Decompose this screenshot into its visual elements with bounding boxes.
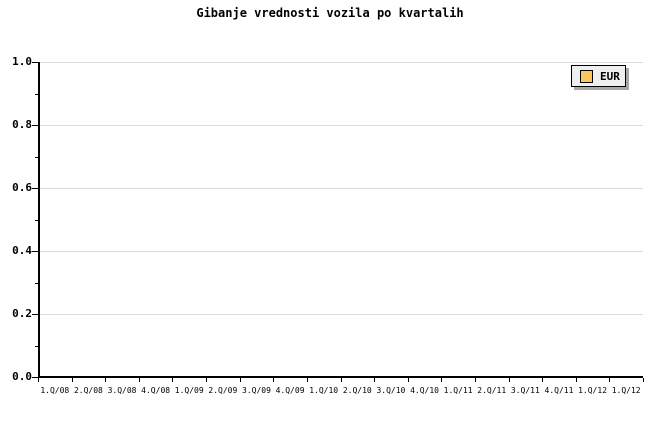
y-axis-label: 0.2 bbox=[12, 307, 32, 320]
x-tick bbox=[441, 378, 443, 382]
x-axis-label: 4.Q/11 bbox=[544, 386, 574, 395]
y-tick-minor bbox=[35, 346, 38, 347]
x-tick bbox=[474, 378, 476, 382]
x-axis-label: 3.Q/08 bbox=[107, 386, 137, 395]
y-tick-major bbox=[32, 125, 38, 126]
x-tick bbox=[138, 378, 140, 382]
x-tick bbox=[71, 378, 73, 382]
y-axis-label: 1.0 bbox=[12, 55, 32, 68]
y-tick-major bbox=[32, 314, 38, 315]
y-axis-label: 0.8 bbox=[12, 118, 32, 131]
gridline-y-0.6 bbox=[40, 188, 643, 189]
x-tick bbox=[407, 378, 409, 382]
x-tick bbox=[38, 378, 39, 382]
gridline-y-0.8 bbox=[40, 125, 643, 126]
x-axis-label: 1.Q/08 bbox=[40, 386, 70, 395]
legend-swatch-eur bbox=[580, 69, 593, 83]
x-axis-label: 1.Q/12 bbox=[611, 386, 641, 395]
gridline-y-1.0 bbox=[40, 62, 643, 63]
x-axis-label: 4.Q/10 bbox=[410, 386, 439, 395]
chart-title: Gibanje vrednosti vozila po kvartalih bbox=[196, 6, 464, 20]
gridline-y-0.4 bbox=[40, 251, 643, 252]
x-tick bbox=[340, 378, 342, 382]
x-tick bbox=[609, 378, 611, 382]
x-tick bbox=[508, 378, 510, 382]
x-tick bbox=[206, 378, 208, 382]
y-tick-major bbox=[32, 188, 38, 189]
x-axis-line bbox=[38, 376, 643, 378]
x-axis-label: 2.Q/09 bbox=[208, 386, 238, 395]
x-axis-label: 2.Q/10 bbox=[342, 386, 372, 395]
y-tick-minor bbox=[35, 94, 38, 95]
y-tick-minor bbox=[35, 283, 38, 284]
x-tick bbox=[306, 378, 308, 382]
legend: EUR bbox=[571, 65, 626, 87]
x-axis-label: 2.Q/11 bbox=[477, 386, 507, 395]
y-tick-major bbox=[32, 377, 38, 378]
x-axis-label: 4.Q/08 bbox=[141, 386, 171, 395]
x-tick bbox=[575, 378, 577, 382]
y-tick-minor bbox=[35, 157, 38, 158]
x-axis-label: 4.Q/09 bbox=[275, 386, 305, 395]
y-axis-label: 0.0 bbox=[12, 370, 32, 383]
x-tick bbox=[643, 378, 644, 382]
x-tick bbox=[105, 378, 107, 382]
legend-label: EUR bbox=[600, 69, 620, 83]
y-axis-label: 0.6 bbox=[12, 181, 32, 194]
y-axis-label: 0.4 bbox=[12, 244, 32, 257]
gridline-y-0.2 bbox=[40, 314, 643, 315]
x-axis-label: 3.Q/09 bbox=[242, 386, 271, 395]
y-tick-major bbox=[32, 251, 38, 252]
x-axis-label: 1.Q/11 bbox=[443, 386, 473, 395]
x-axis-label: 2.Q/08 bbox=[73, 386, 103, 395]
x-axis-label: 1.Q/09 bbox=[174, 386, 204, 395]
x-tick bbox=[273, 378, 275, 382]
x-tick bbox=[239, 378, 241, 382]
x-tick bbox=[172, 378, 174, 382]
x-axis-label: 1.Q/12 bbox=[578, 386, 608, 395]
x-axis-label: 1.Q/10 bbox=[309, 386, 339, 395]
y-tick-minor bbox=[35, 220, 38, 221]
y-axis-line bbox=[38, 62, 40, 378]
x-tick bbox=[542, 378, 544, 382]
x-axis-label: 3.Q/10 bbox=[376, 386, 406, 395]
y-tick-major bbox=[32, 62, 38, 63]
x-axis-label: 3.Q/11 bbox=[510, 386, 540, 395]
x-tick bbox=[374, 378, 376, 382]
